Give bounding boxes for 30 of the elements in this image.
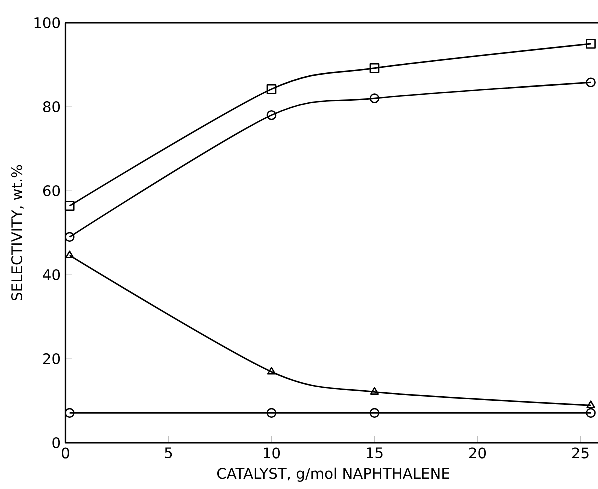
- point: [586, 408, 596, 418]
- point: [370, 408, 380, 418]
- y-tick-label: 40: [43, 269, 60, 281]
- point: [267, 367, 276, 375]
- x-tick-label: 20: [470, 448, 486, 459]
- point: [66, 250, 74, 258]
- point: [586, 400, 596, 408]
- x-tick-label: 0: [62, 448, 70, 459]
- y-tick-label: 20: [44, 353, 60, 365]
- x-tick-label: 5: [165, 448, 172, 459]
- y-tick-label: 100: [34, 17, 60, 29]
- y-axis-title: SELECTIVITY, wt.%: [12, 165, 24, 301]
- point: [586, 39, 596, 49]
- point: [370, 63, 380, 74]
- point: [370, 94, 380, 104]
- point: [64, 201, 75, 212]
- point: [266, 84, 277, 94]
- point: [586, 78, 596, 88]
- y-tick-label: 0: [52, 437, 60, 449]
- x-tick-label: 10: [264, 448, 280, 459]
- y-tick-label: 60: [43, 185, 60, 197]
- point: [370, 387, 380, 395]
- y-tick-label: 80: [43, 101, 60, 113]
- x-axis-title: CATALYST, g/mol NAPHTHALENE: [217, 468, 450, 482]
- point: [64, 232, 75, 242]
- point: [266, 110, 277, 120]
- point: [64, 408, 75, 418]
- point: [266, 408, 277, 418]
- x-tick-label: 15: [367, 448, 383, 459]
- x-tick-label: 25: [572, 448, 589, 459]
